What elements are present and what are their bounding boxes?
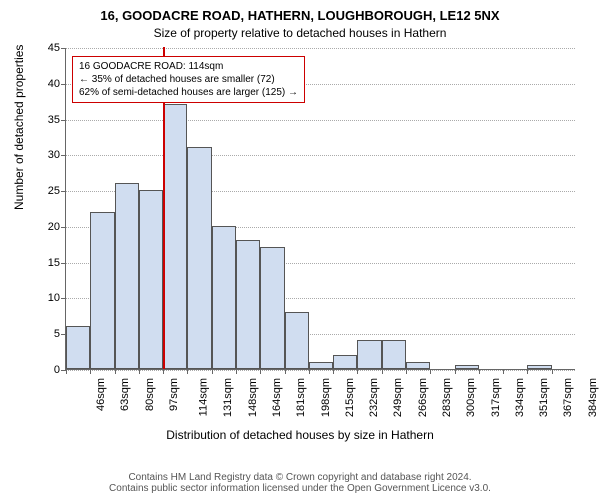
ytick-mark: [61, 298, 66, 299]
histogram-bar: [333, 355, 357, 369]
ytick-mark: [61, 120, 66, 121]
histogram-bar: [212, 226, 236, 369]
ytick-label: 20: [30, 221, 60, 233]
histogram-bar: [163, 104, 187, 369]
ytick-label: 30: [30, 149, 60, 161]
ytick-mark: [61, 155, 66, 156]
histogram-bar: [187, 147, 211, 369]
xtick-label: 131sqm: [223, 378, 235, 417]
histogram-bar: [66, 326, 90, 369]
xtick-mark: [163, 369, 164, 374]
ytick-label: 10: [30, 292, 60, 304]
xtick-mark: [552, 369, 553, 374]
xtick-label: 283sqm: [441, 378, 453, 417]
xtick-label: 46sqm: [95, 378, 107, 411]
annot-line2: ← 35% of detached houses are smaller (72…: [79, 73, 298, 86]
xtick-label: 351sqm: [538, 378, 550, 417]
xtick-mark: [115, 369, 116, 374]
xtick-label: 97sqm: [168, 378, 180, 411]
annotation-box: 16 GOODACRE ROAD: 114sqm← 35% of detache…: [72, 56, 305, 103]
gridline: [66, 48, 575, 49]
ytick-mark: [61, 48, 66, 49]
histogram-bar: [260, 247, 284, 369]
xtick-label: 232sqm: [368, 378, 380, 417]
ytick-label: 45: [30, 42, 60, 54]
xtick-label: 164sqm: [271, 378, 283, 417]
ytick-label: 0: [30, 364, 60, 376]
footer: Contains HM Land Registry data © Crown c…: [0, 472, 600, 494]
xtick-label: 334sqm: [514, 378, 526, 417]
footer-line2: Contains public sector information licen…: [0, 483, 600, 494]
xtick-label: 367sqm: [563, 378, 575, 417]
gridline: [66, 155, 575, 156]
xtick-mark: [455, 369, 456, 374]
xtick-mark: [357, 369, 358, 374]
ytick-mark: [61, 84, 66, 85]
xtick-label: 215sqm: [344, 378, 356, 417]
chart-title-line2: Size of property relative to detached ho…: [0, 26, 600, 40]
histogram-bar: [139, 190, 163, 369]
histogram-bar: [455, 365, 479, 369]
ytick-label: 25: [30, 185, 60, 197]
xtick-mark: [382, 369, 383, 374]
histogram-bar: [357, 340, 381, 369]
xtick-mark: [309, 369, 310, 374]
xtick-label: 80sqm: [144, 378, 156, 411]
xtick-mark: [66, 369, 67, 374]
ytick-mark: [61, 227, 66, 228]
chart-title-line1: 16, GOODACRE ROAD, HATHERN, LOUGHBOROUGH…: [0, 8, 600, 23]
xtick-label: 148sqm: [247, 378, 259, 417]
histogram-bar: [309, 362, 333, 369]
ytick-label: 35: [30, 114, 60, 126]
histogram-bar: [115, 183, 139, 369]
xtick-mark: [406, 369, 407, 374]
xtick-label: 114sqm: [197, 378, 209, 416]
xtick-mark: [139, 369, 140, 374]
xtick-label: 63sqm: [119, 378, 131, 411]
xtick-mark: [285, 369, 286, 374]
xtick-label: 266sqm: [417, 378, 429, 417]
gridline: [66, 370, 575, 371]
histogram-bar: [90, 212, 114, 369]
xtick-mark: [430, 369, 431, 374]
xtick-label: 317sqm: [490, 378, 502, 417]
xtick-label: 384sqm: [587, 378, 599, 417]
y-axis-label: Number of detached properties: [12, 45, 26, 210]
histogram-bar: [382, 340, 406, 369]
xtick-label: 300sqm: [465, 378, 477, 417]
histogram-bar: [527, 365, 551, 369]
ytick-mark: [61, 263, 66, 264]
xtick-label: 181sqm: [295, 378, 307, 417]
annot-line1: 16 GOODACRE ROAD: 114sqm: [79, 60, 298, 73]
histogram-bar: [406, 362, 430, 369]
xtick-mark: [527, 369, 528, 374]
ytick-label: 5: [30, 328, 60, 340]
x-axis-label: Distribution of detached houses by size …: [0, 428, 600, 442]
xtick-label: 249sqm: [393, 378, 405, 417]
xtick-mark: [503, 369, 504, 374]
xtick-mark: [90, 369, 91, 374]
footer-line1: Contains HM Land Registry data © Crown c…: [0, 472, 600, 483]
xtick-mark: [333, 369, 334, 374]
ytick-mark: [61, 191, 66, 192]
xtick-mark: [212, 369, 213, 374]
xtick-mark: [260, 369, 261, 374]
annot-line3: 62% of semi-detached houses are larger (…: [79, 86, 298, 99]
ytick-label: 40: [30, 78, 60, 90]
xtick-label: 198sqm: [320, 378, 332, 417]
histogram-bar: [285, 312, 309, 369]
gridline: [66, 120, 575, 121]
xtick-mark: [187, 369, 188, 374]
xtick-mark: [479, 369, 480, 374]
ytick-label: 15: [30, 257, 60, 269]
xtick-mark: [236, 369, 237, 374]
histogram-bar: [236, 240, 260, 369]
